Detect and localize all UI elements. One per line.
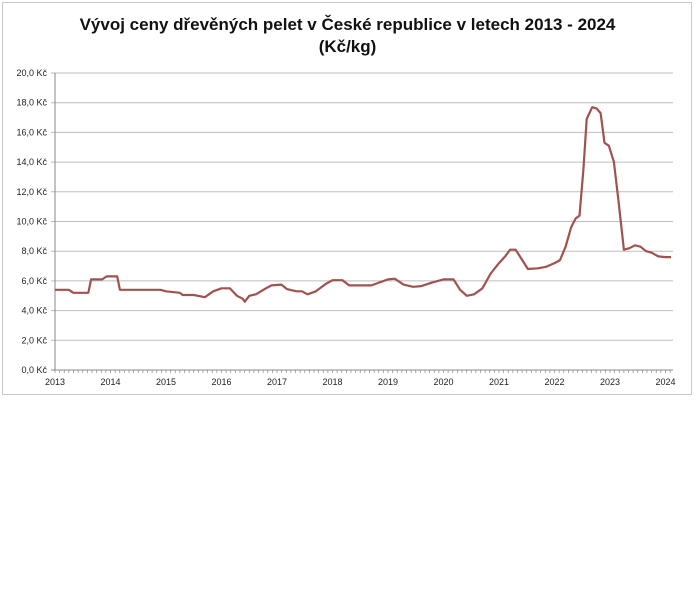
- y-tick-label: 16,0 Kč: [16, 127, 47, 137]
- chart-title: Vývoj ceny dřevěných pelet v České repub…: [79, 15, 616, 34]
- x-tick-label: 2024: [655, 377, 675, 387]
- y-tick-label: 12,0 Kč: [16, 187, 47, 197]
- y-tick-label: 4,0 Kč: [21, 306, 47, 316]
- x-tick-label: 2022: [544, 377, 564, 387]
- x-tick-label: 2014: [100, 377, 120, 387]
- x-tick-label: 2018: [322, 377, 342, 387]
- chart-subtitle: (Kč/kg): [318, 37, 377, 56]
- y-tick-label: 2,0 Kč: [21, 335, 47, 345]
- x-tick-label: 2015: [156, 377, 176, 387]
- y-tick-label: 6,0 Kč: [21, 276, 47, 286]
- x-tick-label: 2021: [489, 377, 509, 387]
- y-tick-label: 20,0 Kč: [16, 68, 47, 78]
- chart-frame: [2, 2, 692, 395]
- x-tick-label: 2019: [378, 377, 398, 387]
- y-tick-label: 8,0 Kč: [21, 246, 47, 256]
- y-tick-label: 0,0 Kč: [21, 365, 47, 375]
- x-tick-label: 2017: [267, 377, 287, 387]
- y-tick-label: 18,0 Kč: [16, 98, 47, 108]
- y-tick-label: 14,0 Kč: [16, 157, 47, 167]
- y-tick-label: 10,0 Kč: [16, 217, 47, 227]
- x-tick-label: 2020: [433, 377, 453, 387]
- x-tick-label: 2013: [45, 377, 65, 387]
- series-line: [55, 106, 671, 303]
- x-tick-label: 2016: [211, 377, 231, 387]
- chart-title-block: Vývoj ceny dřevěných pelet v České repub…: [0, 14, 695, 58]
- x-tick-label: 2023: [600, 377, 620, 387]
